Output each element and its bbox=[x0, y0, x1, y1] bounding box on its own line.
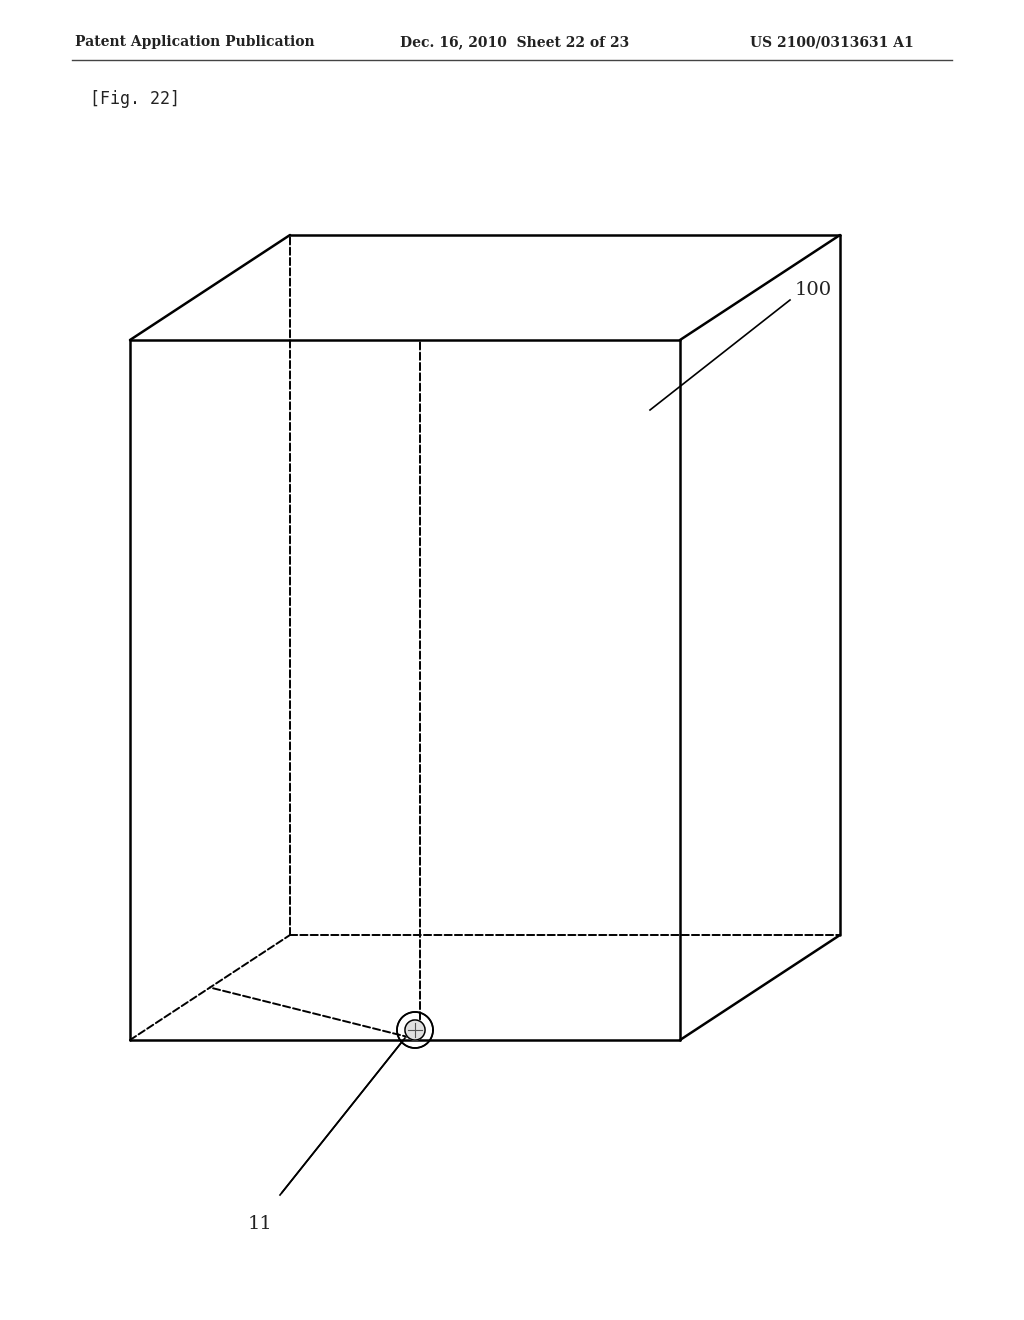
Text: Dec. 16, 2010  Sheet 22 of 23: Dec. 16, 2010 Sheet 22 of 23 bbox=[400, 36, 630, 49]
Text: [Fig. 22]: [Fig. 22] bbox=[90, 90, 180, 108]
Text: US 2100/0313631 A1: US 2100/0313631 A1 bbox=[750, 36, 913, 49]
Text: 11: 11 bbox=[248, 1214, 272, 1233]
Text: Patent Application Publication: Patent Application Publication bbox=[75, 36, 314, 49]
Text: 100: 100 bbox=[795, 281, 833, 300]
Circle shape bbox=[406, 1020, 425, 1040]
